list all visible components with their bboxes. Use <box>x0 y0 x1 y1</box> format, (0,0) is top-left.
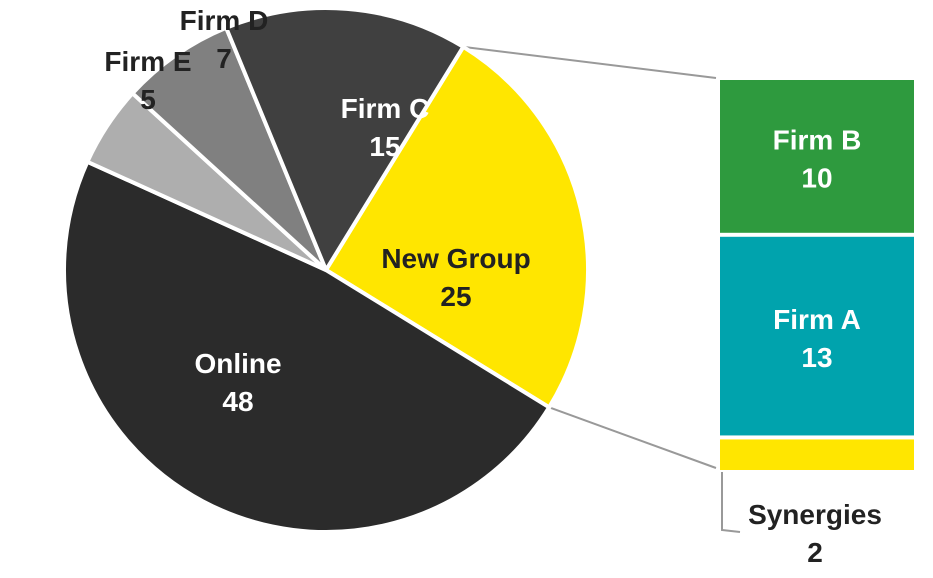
slice-label-firm-c: Firm C <box>341 93 430 124</box>
pie-slice-firm-d <box>130 25 328 272</box>
breakdown-label-synergies: Synergies <box>748 499 882 530</box>
slice-value-online: 48 <box>222 386 253 417</box>
breakdown-segment-firm-b <box>720 80 914 233</box>
breakdown-leader-tail-synergies <box>721 472 741 533</box>
breakdown-label-firm-b: Firm B <box>773 124 862 155</box>
breakdown-segment-firm-a <box>720 236 914 436</box>
pie-slice-new-group <box>324 44 590 410</box>
breakdown-segment-synergies <box>720 439 914 470</box>
slice-label-firm-d: Firm D <box>180 5 269 36</box>
pie-slice-firm-c <box>224 6 466 272</box>
slice-label-new-group: New Group <box>381 243 530 274</box>
breakdown-label-firm-a: Firm A <box>773 304 861 335</box>
connector-bottom <box>548 406 717 469</box>
breakdown-value-synergies: 2 <box>807 537 823 568</box>
slice-label-firm-e: Firm E <box>104 46 191 77</box>
slice-label-online: Online <box>194 348 281 379</box>
connector-top <box>463 45 717 79</box>
slice-value-firm-e: 5 <box>140 84 156 115</box>
slice-value-firm-d: 7 <box>216 43 232 74</box>
slice-value-new-group: 25 <box>440 281 471 312</box>
breakdown-bar <box>720 80 914 470</box>
breakdown-value-firm-b: 10 <box>801 162 832 193</box>
pie <box>62 6 590 534</box>
pie-slice-online <box>62 159 552 534</box>
labels: New Group 25 Online 48 Firm E 5 Firm D 7 Firm C 1… <box>104 5 882 568</box>
slice-value-firm-c: 15 <box>369 131 400 162</box>
breakdown-value-firm-a: 13 <box>801 342 832 373</box>
breakdown-connector-lines <box>463 45 741 533</box>
